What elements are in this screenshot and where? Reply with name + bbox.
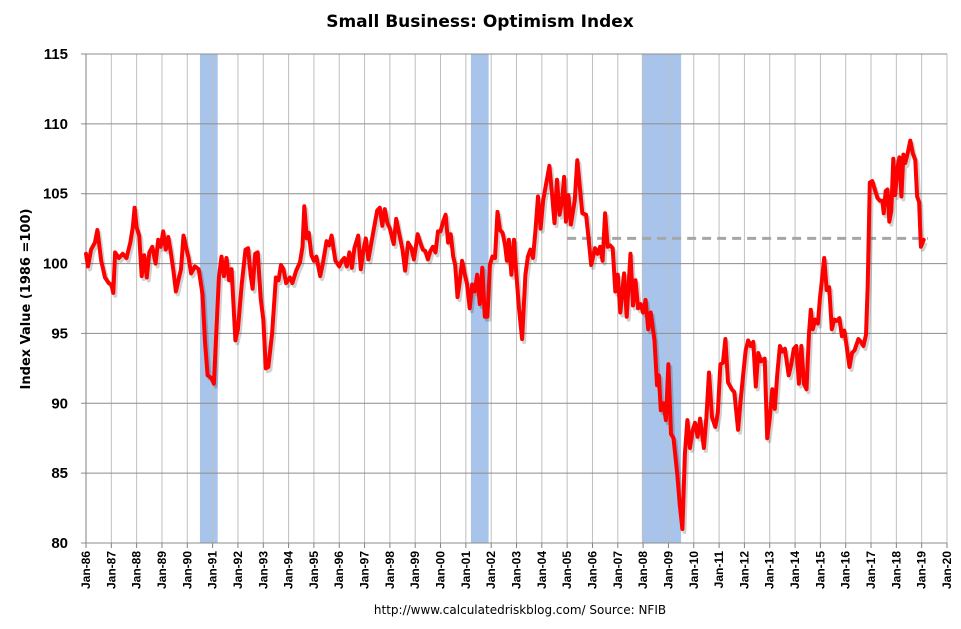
x-tick-label: Jan-01	[459, 551, 473, 589]
x-tick-label: Jan-90	[180, 551, 194, 589]
gridlines	[81, 53, 948, 548]
x-tick-label: Jan-89	[155, 551, 169, 589]
x-tick-label: Jan-12	[737, 551, 751, 589]
y-tick-label: 95	[51, 325, 68, 342]
x-tick-label: Jan-99	[408, 551, 422, 589]
x-tick-label: Jan-02	[484, 551, 498, 589]
y-axis-label: Index Value (1986 =100)	[19, 209, 34, 390]
x-tick-label: Jan-09	[661, 551, 675, 589]
x-tick-label: Jan-07	[611, 551, 625, 589]
x-tick-labels: Jan-86 Jan-87 Jan-88 Jan-89 Jan-90 Jan-91 Jan-…	[79, 551, 954, 589]
source-note: http://www.calculatedriskblog.com/ Sourc…	[374, 603, 666, 617]
x-tick-label: Jan-06	[585, 551, 599, 589]
x-tick-label: Jan-04	[535, 551, 549, 589]
x-tick-label: Jan-08	[636, 551, 650, 589]
x-tick-label: Jan-86	[79, 551, 93, 589]
x-tick-label: Jan-92	[231, 551, 245, 589]
y-tick-label: 115	[44, 46, 68, 63]
series-group	[84, 138, 928, 534]
x-tick-label: Jan-97	[358, 551, 372, 589]
y-tick-label: 105	[43, 186, 68, 203]
x-tick-label: Jan-03	[510, 551, 524, 589]
y-tick-label: 90	[51, 395, 68, 412]
x-tick-label: Jan-91	[206, 551, 220, 589]
x-tick-label: Jan-19	[915, 551, 929, 589]
x-tick-label: Jan-11	[712, 551, 726, 589]
x-tick-label: Jan-00	[434, 551, 448, 589]
x-tick-label: Jan-87	[104, 551, 118, 589]
x-tick-label: Jan-93	[256, 551, 270, 589]
y-tick-labels: 80 85 90 95 100 105 110 115	[43, 46, 68, 552]
series-line	[84, 138, 926, 531]
x-tick-label: Jan-15	[813, 551, 827, 589]
x-tick-label: Jan-18	[889, 551, 903, 589]
x-tick-label: Jan-94	[282, 551, 296, 589]
x-tick-label: Jan-05	[560, 551, 574, 589]
x-tick-label: Jan-14	[788, 551, 802, 589]
y-tick-label: 100	[43, 256, 68, 273]
y-tick-label: 80	[51, 535, 68, 552]
x-tick-label: Jan-10	[687, 551, 701, 589]
x-tick-label: Jan-16	[839, 551, 853, 589]
y-tick-label: 110	[44, 116, 68, 133]
x-tick-label: Jan-13	[763, 551, 777, 589]
x-tick-label: Jan-98	[383, 551, 397, 589]
x-tick-label: Jan-95	[307, 551, 321, 589]
x-tick-label: Jan-96	[332, 551, 346, 589]
x-tick-label: Jan-20	[940, 551, 954, 589]
recession-band	[199, 54, 218, 543]
x-tick-label: Jan-17	[864, 551, 878, 589]
chart-title: Small Business: Optimism Index	[326, 12, 634, 32]
y-tick-label: 85	[51, 465, 68, 482]
x-tick-label: Jan-88	[130, 551, 144, 589]
